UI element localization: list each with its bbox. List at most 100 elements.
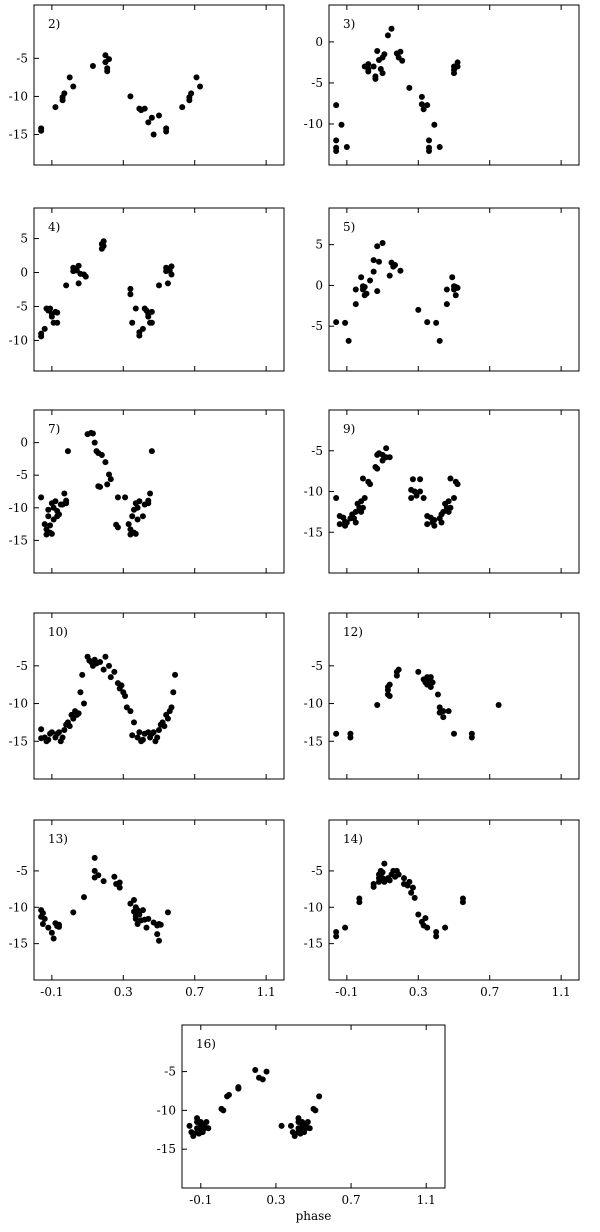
data-point [139,325,146,332]
data-point [352,286,359,293]
data-point [343,519,350,526]
y-tick-label: 0 [315,278,323,292]
y-tick-label: 0 [315,35,323,49]
data-point [411,894,418,901]
data-point [136,498,143,505]
data-point [386,454,393,461]
data-point [374,288,381,295]
panel-11: -5 -10 -15 -0.1 0.3 0.7 1.1 16) [157,1024,446,1207]
data-point [131,719,137,726]
data-point [123,704,130,711]
data-point [143,924,150,931]
data-point [116,879,123,886]
data-point [145,313,152,320]
data-point [427,683,434,690]
panel-7: -5 -10 -15 10) [9,612,285,780]
data-point [150,131,157,138]
panel-label: 10) [48,625,68,639]
y-tick-label: -5 [16,51,28,65]
data-point [361,495,368,502]
data-point [170,689,177,696]
data-point [97,483,104,490]
data-point [116,884,123,891]
plot-frame [328,207,580,372]
data-point [415,306,422,313]
data-point [203,1119,210,1126]
data-point [374,702,381,709]
data-point [395,666,402,673]
data-point [89,62,96,69]
panel-4: 5 0 -5 5) [311,207,580,372]
data-point [397,48,404,55]
data-point [41,915,48,922]
data-point [122,693,129,699]
data-point [127,291,134,298]
panel-label: 16) [196,1037,216,1051]
data-point [336,521,343,528]
panel-5: 0 -5 -10 -15 7) [9,409,285,574]
x-tick-label: 0.7 [342,1193,361,1207]
data-point [81,894,87,901]
data-point [370,257,377,264]
data-point [61,90,68,97]
data-point [379,240,386,247]
data-point [347,734,354,741]
data-point [168,271,175,278]
y-tick-label: -5 [16,468,28,482]
data-point [157,921,164,928]
data-point [333,730,340,737]
data-point [333,929,340,935]
data-point [148,319,155,326]
data-point [406,878,413,885]
data-point [367,277,374,284]
data-point [161,723,168,730]
data-point [102,653,109,660]
data-point [97,659,104,666]
x-tick-label: 1.1 [552,985,571,999]
data-point [141,105,148,112]
x-tick-label: 0.7 [185,985,204,999]
data-point [118,682,125,689]
y-tick-label: 5 [315,238,323,252]
x-tick-label: 1.1 [257,985,276,999]
data-point [136,729,143,736]
data-point [41,325,48,332]
data-point [190,1132,197,1139]
data-point [114,494,121,501]
data-point [440,714,447,721]
y-tick-label: -10 [304,900,323,914]
data-point [417,488,424,495]
data-point [363,290,370,297]
data-point [134,504,141,511]
data-point [145,500,152,507]
data-point [408,495,415,502]
y-tick-label: -5 [311,864,323,878]
data-point [54,309,61,316]
y-tick-label: -5 [16,659,28,673]
data-point [431,121,438,128]
data-point [61,490,68,497]
panel-9: -5 -10 -15 -0.1 0.3 0.7 1.1 13) [9,819,285,999]
panel-label: 2) [48,17,60,31]
data-point [359,504,366,511]
data-point [372,75,379,82]
panel-1: -5 -10 -15 2) [9,4,285,166]
data-point [48,929,55,936]
panel-label: 9) [343,422,355,436]
panel-3: 5 0 -5 -10 4) [9,207,285,372]
data-point [63,282,70,289]
data-point [454,481,461,488]
y-tick-label: -15 [304,525,323,539]
data-point [148,114,155,121]
data-point [263,1068,270,1075]
data-point [56,729,62,736]
data-point [168,263,175,270]
data-point [433,929,440,935]
y-tick-label: -10 [9,900,28,914]
data-point [47,305,54,312]
y-tick-label: -5 [16,864,28,878]
data-point [134,734,141,741]
data-point [427,674,434,681]
data-point [370,63,377,70]
data-point [333,319,340,326]
